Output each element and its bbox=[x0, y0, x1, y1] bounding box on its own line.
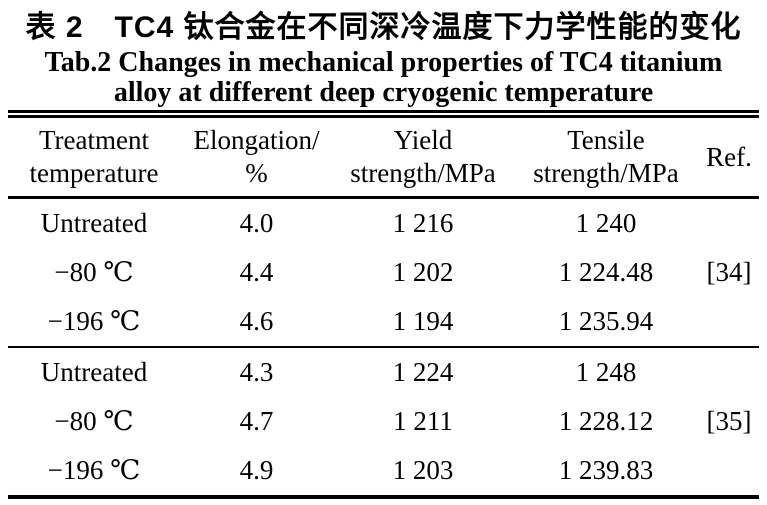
table-title-english-line2: alloy at different deep cryogenic temper… bbox=[113, 77, 654, 108]
cell-elongation: 4.6 bbox=[239, 306, 274, 336]
mechanical-properties-table: Treatment temperature Elongation/ % Yiel… bbox=[8, 110, 759, 499]
cell-treatment-temperature: −80 ℃ bbox=[54, 257, 134, 287]
data-group-ref34: Untreated 4.0 1 216 1 240 [34] −80 ℃ 4.4… bbox=[8, 198, 759, 347]
table-row: Untreated 4.0 1 216 1 240 [34] bbox=[8, 198, 759, 287]
cell-treatment-temperature: −80 ℃ bbox=[54, 406, 134, 436]
cell-yield-strength: 1 211 bbox=[393, 406, 453, 436]
cell-reference: [34] bbox=[706, 257, 752, 287]
table-header-row: Treatment temperature Elongation/ % Yiel… bbox=[8, 114, 759, 198]
cell-treatment-temperature: Untreated bbox=[40, 208, 148, 238]
header-tensile-strength: Tensile strength/MPa bbox=[533, 125, 679, 188]
header-elongation: Elongation/ % bbox=[193, 125, 320, 188]
header-treatment-temperature: Treatment temperature bbox=[29, 125, 159, 188]
cell-elongation: 4.7 bbox=[239, 406, 274, 436]
cell-yield-strength: 1 203 bbox=[392, 455, 454, 485]
cell-elongation: 4.4 bbox=[239, 257, 274, 287]
cell-treatment-temperature: −196 ℃ bbox=[47, 306, 141, 336]
cell-elongation: 4.9 bbox=[239, 455, 274, 485]
cell-tensile-strength: 1 228.12 bbox=[558, 406, 654, 436]
cell-treatment-temperature: Untreated bbox=[40, 357, 148, 387]
table-title-chinese: 表 2 TC4 钛合金在不同深冷温度下力学性能的变化 bbox=[25, 11, 742, 44]
cell-tensile-strength: 1 240 bbox=[575, 208, 637, 238]
cell-reference: [35] bbox=[706, 406, 752, 436]
table-title-english-line1: Tab.2 Changes in mechanical properties o… bbox=[44, 47, 723, 78]
table-row: −80 ℃ 4.4 1 202 1 224.48 bbox=[8, 248, 759, 297]
cell-elongation: 4.3 bbox=[239, 357, 274, 387]
table-row: −196 ℃ 4.6 1 194 1 235.94 bbox=[8, 297, 759, 347]
cell-tensile-strength: 1 248 bbox=[575, 357, 637, 387]
cell-yield-strength: 1 216 bbox=[392, 208, 454, 238]
cell-elongation: 4.0 bbox=[239, 208, 274, 238]
header-ref: Ref. bbox=[706, 141, 752, 172]
cell-tensile-strength: 1 235.94 bbox=[558, 306, 654, 336]
header-yield-strength: Yield strength/MPa bbox=[350, 125, 496, 188]
table-row: −80 ℃ 4.7 1 211 1 228.12 bbox=[8, 397, 759, 446]
data-group-ref35: Untreated 4.3 1 224 1 248 [35] −80 ℃ 4.7… bbox=[8, 347, 759, 497]
table-row: −196 ℃ 4.9 1 203 1 239.83 bbox=[8, 446, 759, 497]
cell-tensile-strength: 1 224.48 bbox=[558, 257, 654, 287]
table-row: Untreated 4.3 1 224 1 248 [35] bbox=[8, 347, 759, 436]
table-title-english: Tab.2 Changes in mechanical properties o… bbox=[0, 48, 767, 108]
cell-yield-strength: 1 202 bbox=[392, 257, 454, 287]
cell-tensile-strength: 1 239.83 bbox=[558, 455, 654, 485]
cell-yield-strength: 1 194 bbox=[392, 306, 454, 336]
cell-treatment-temperature: −196 ℃ bbox=[47, 455, 141, 485]
cell-yield-strength: 1 224 bbox=[392, 357, 454, 387]
